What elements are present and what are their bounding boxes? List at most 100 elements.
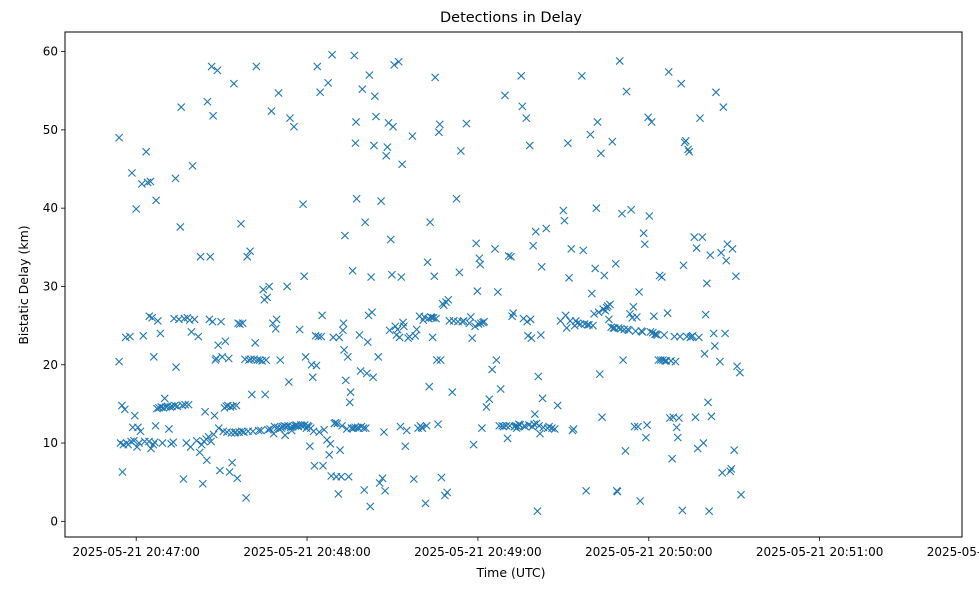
x-tick-label: 2025-05-21 20:52:00 [927,545,979,559]
data-point [115,357,124,366]
data-point [312,361,321,370]
data-point [608,137,617,146]
data-point [133,423,142,432]
data-point [537,262,546,271]
data-point [579,246,588,255]
data-point [700,349,709,358]
data-point [254,426,263,435]
data-point [399,322,408,331]
data-point [735,368,744,377]
data-point [369,141,378,150]
data-point [149,352,158,361]
data-point [530,410,539,419]
data-point [267,107,276,116]
data-point [506,252,515,261]
data-point [176,222,185,231]
data-point [352,194,361,203]
data-point [722,256,731,265]
data-point [480,317,489,326]
x-axis-ticks: 2025-05-21 20:47:00 2025-05-21 20:48:00 20… [72,537,979,559]
data-point [308,373,317,382]
data-point [158,439,167,448]
data-point [434,128,443,137]
data-point [670,332,679,341]
x-tick-label: 2025-05-21 20:49:00 [414,545,541,559]
data-point [591,264,600,273]
data-point [366,502,375,511]
data-point [422,421,431,430]
data-point [663,309,672,318]
data-point [408,132,417,141]
data-point [196,252,205,261]
y-tick-label: 50 [43,123,58,137]
data-point [559,206,568,215]
y-axis-ticks: 0 10 20 30 40 50 60 [43,45,65,528]
data-point [237,427,246,436]
data-point [214,341,223,350]
data-point [265,282,274,291]
data-point [319,461,327,470]
data-point [678,506,687,515]
data-point [188,161,197,170]
data-point [289,122,298,131]
data-point [262,356,271,365]
data-point [217,317,226,326]
data-point [210,411,219,420]
data-point [664,67,673,76]
data-point [592,204,601,213]
data-point [613,487,622,496]
data-point [661,356,670,365]
data-point [699,439,708,448]
data-point [624,326,633,335]
data-point [504,251,513,260]
data-point [316,88,325,97]
data-point [472,239,481,248]
data-point [117,401,126,410]
data-point [328,50,337,59]
data-point [632,313,641,321]
x-tick-label: 2025-05-21 20:51:00 [756,545,883,559]
data-point [593,118,602,127]
data-point [209,111,218,120]
data-point [281,431,290,440]
data-point [387,270,396,279]
data-point [434,420,443,429]
y-tick-label: 40 [43,201,58,215]
y-tick-label: 20 [43,358,58,372]
data-point [130,411,139,420]
data-point [365,71,374,80]
data-point [160,394,169,403]
data-point [681,136,690,145]
data-point [214,424,223,433]
data-point [485,395,494,404]
data-point [243,252,252,261]
data-point [535,429,544,438]
data-point [143,178,152,187]
data-point [468,334,477,343]
data-point [437,473,446,482]
data-point [694,333,703,342]
data-point [436,356,445,365]
data-point [562,323,571,332]
data-point [737,490,746,499]
data-point [212,354,221,363]
data-point [228,458,237,467]
data-point [567,244,576,253]
data-point [340,231,349,240]
data-point [344,472,353,481]
data-point [179,475,188,484]
data-point [246,355,255,364]
data-point [333,419,342,428]
data-point [553,401,562,410]
data-point [170,401,179,410]
data-point [374,352,383,361]
data-point [425,382,434,391]
data-point [643,421,652,430]
data-point [341,376,350,385]
data-point [465,319,474,328]
data-point [251,338,260,347]
data-point [715,357,724,366]
data-point [252,62,261,71]
data-point [462,119,471,128]
data-point [455,268,464,277]
